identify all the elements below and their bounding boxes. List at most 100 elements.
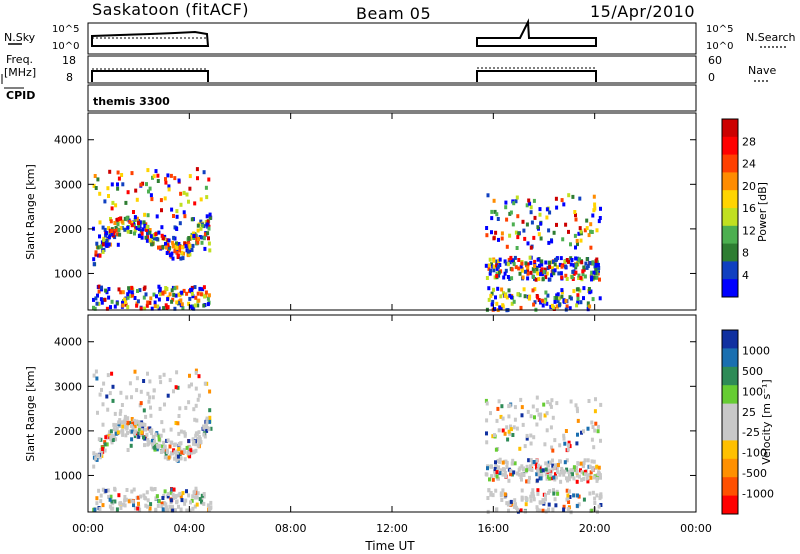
power-echo-cell bbox=[597, 219, 601, 224]
velocity-echo-cell bbox=[587, 399, 591, 403]
power-echo-cell bbox=[592, 275, 596, 280]
power-echo-cell bbox=[530, 220, 534, 225]
velocity-echo-cell bbox=[137, 431, 141, 436]
velocity-echo-cell bbox=[529, 458, 533, 463]
power-echo-cell bbox=[589, 222, 593, 227]
power-echo-cell bbox=[569, 262, 573, 267]
velocity-echo-cell bbox=[539, 468, 543, 473]
power-echo-cell bbox=[177, 242, 181, 246]
velocity-echo-cell bbox=[519, 475, 523, 479]
power-echo-cell bbox=[591, 213, 595, 218]
velocity-echo-cell bbox=[105, 394, 109, 399]
velocity-echo-cell bbox=[147, 399, 151, 404]
velocity-echo-cell bbox=[173, 456, 177, 461]
power-echo-cell bbox=[526, 241, 530, 246]
power-echo-cell bbox=[149, 234, 153, 239]
velocity-panel-frame bbox=[87, 314, 697, 513]
power-echo-cell bbox=[100, 300, 104, 305]
velocity-echo-cell bbox=[506, 437, 510, 442]
power-echo-cell bbox=[528, 201, 532, 206]
velocity-echo-cell bbox=[548, 472, 552, 477]
power-echo-cell bbox=[572, 289, 576, 294]
power-echo-cell bbox=[515, 195, 519, 200]
velocity-echo-cell bbox=[173, 450, 177, 455]
velocity-echo-cell bbox=[585, 476, 589, 481]
velocity-echo-cell bbox=[202, 492, 206, 496]
power-echo-cell bbox=[207, 241, 211, 246]
power-echo-cell bbox=[107, 235, 111, 240]
xtick-label: 00:00 bbox=[680, 522, 712, 535]
power-echo-cell bbox=[190, 287, 194, 292]
velocity-echo-cell bbox=[586, 479, 590, 484]
power-echo-cell bbox=[180, 245, 184, 250]
power-echo-cell bbox=[192, 231, 195, 236]
power-echo-cell bbox=[499, 294, 503, 299]
power-echo-cell bbox=[133, 228, 137, 233]
velocity-echo-cell bbox=[167, 492, 171, 496]
velocity-echo-cell bbox=[147, 440, 151, 445]
power-echo-cell bbox=[133, 296, 137, 300]
power-echo-cell bbox=[523, 294, 527, 299]
power-echo-cell bbox=[187, 301, 191, 306]
power-echo-cell bbox=[179, 256, 183, 261]
power-echo-cell bbox=[107, 226, 110, 231]
velocity-echo-cell bbox=[575, 503, 579, 508]
velocity-echo-cell bbox=[563, 460, 567, 465]
power-echo-cell bbox=[536, 271, 540, 276]
velocity-echo-cell bbox=[172, 487, 176, 492]
power-echo-cell bbox=[203, 232, 207, 237]
velocity-echo-cell bbox=[107, 494, 111, 499]
power-echo-cell bbox=[497, 273, 501, 278]
power-echo-cell bbox=[548, 277, 552, 282]
power-echo-cell bbox=[180, 250, 184, 255]
velocity-echo-cell bbox=[149, 502, 153, 507]
power-echo-cell bbox=[106, 186, 110, 191]
velocity-echo-cell bbox=[101, 447, 105, 451]
power-echo-cell bbox=[537, 277, 541, 281]
power-echo-cell bbox=[575, 238, 579, 243]
power-echo-cell bbox=[180, 290, 184, 295]
power-echo-cell bbox=[164, 180, 168, 185]
velocity-echo-cell bbox=[139, 401, 143, 406]
power-echo-cell bbox=[165, 251, 169, 255]
power-echo-cell bbox=[594, 262, 598, 267]
power-echo-cell bbox=[126, 305, 130, 310]
velocity-colorbar-swatch bbox=[722, 385, 738, 405]
power-echo-cell bbox=[495, 212, 499, 217]
velocity-echo-cell bbox=[569, 399, 573, 404]
velocity-echo-cell bbox=[546, 400, 550, 405]
power-colorbar-swatch bbox=[722, 279, 738, 298]
power-echo-cell bbox=[199, 197, 203, 202]
velocity-echo-cell bbox=[485, 431, 488, 436]
power-echo-cell bbox=[126, 295, 130, 300]
velocity-echo-cell bbox=[97, 488, 101, 493]
velocity-echo-cell bbox=[498, 460, 502, 464]
velocity-echo-cell bbox=[569, 468, 573, 473]
power-echo-cell bbox=[175, 245, 179, 250]
velocity-echo-cell bbox=[120, 420, 124, 425]
velocity-echo-cell bbox=[206, 503, 210, 508]
velocity-echo-cell bbox=[174, 452, 178, 457]
power-echo-cell bbox=[123, 297, 127, 302]
velocity-echo-cell bbox=[108, 497, 112, 502]
power-echo-cell bbox=[501, 291, 505, 296]
velocity-echo-cell bbox=[95, 496, 99, 501]
power-echo-cell bbox=[578, 288, 582, 293]
power-echo-cell bbox=[540, 259, 544, 264]
power-echo-cell bbox=[496, 217, 500, 221]
velocity-echo-cell bbox=[200, 499, 203, 504]
power-echo-cell bbox=[590, 270, 594, 275]
power-echo-cell bbox=[590, 230, 594, 234]
power-echo-cell bbox=[495, 266, 499, 271]
velocity-echo-cell bbox=[168, 444, 172, 449]
power-echo-cell bbox=[182, 190, 186, 195]
velocity-echo-cell bbox=[565, 458, 569, 463]
velocity-echo-cell bbox=[562, 504, 566, 509]
power-echo-cell bbox=[95, 301, 99, 306]
power-echo-cell bbox=[555, 205, 559, 210]
velocity-echo-cell bbox=[562, 433, 566, 438]
power-echo-cell bbox=[555, 257, 558, 262]
velocity-echo-cell bbox=[145, 432, 149, 437]
power-echo-cell bbox=[538, 207, 542, 212]
velocity-echo-cell bbox=[556, 463, 560, 467]
